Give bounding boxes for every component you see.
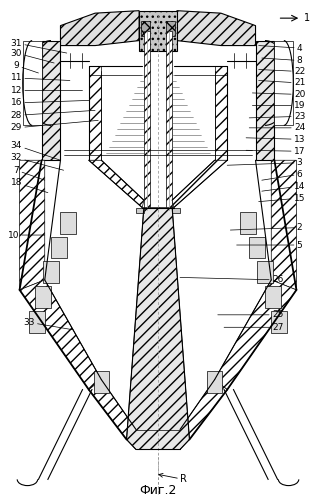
Text: 25: 25 xyxy=(218,310,283,320)
Polygon shape xyxy=(240,212,256,234)
Polygon shape xyxy=(166,30,172,210)
Text: 16: 16 xyxy=(11,98,89,108)
Polygon shape xyxy=(256,40,274,160)
Text: 31: 31 xyxy=(11,38,67,53)
Polygon shape xyxy=(274,40,293,125)
Text: 12: 12 xyxy=(11,86,82,95)
Polygon shape xyxy=(166,20,175,36)
Polygon shape xyxy=(126,208,190,450)
Text: 3: 3 xyxy=(227,158,302,167)
Polygon shape xyxy=(271,160,296,290)
Polygon shape xyxy=(172,208,180,212)
Text: 23: 23 xyxy=(249,112,305,121)
Text: 8: 8 xyxy=(262,56,302,65)
Text: 17: 17 xyxy=(246,147,305,156)
Text: 29: 29 xyxy=(11,120,98,132)
Text: 11: 11 xyxy=(11,74,70,82)
Polygon shape xyxy=(60,10,139,45)
Polygon shape xyxy=(42,40,60,160)
Polygon shape xyxy=(271,312,287,334)
Polygon shape xyxy=(51,236,67,258)
Polygon shape xyxy=(89,66,101,160)
Text: 30: 30 xyxy=(11,48,54,63)
Polygon shape xyxy=(139,10,177,50)
Polygon shape xyxy=(60,212,76,234)
Text: 13: 13 xyxy=(246,135,305,144)
Polygon shape xyxy=(89,160,144,208)
Polygon shape xyxy=(172,160,227,208)
Text: 28: 28 xyxy=(11,110,95,120)
Text: 20: 20 xyxy=(252,90,305,99)
Text: 14: 14 xyxy=(262,182,305,191)
Polygon shape xyxy=(136,208,144,212)
Polygon shape xyxy=(207,371,222,393)
Polygon shape xyxy=(215,66,227,160)
Polygon shape xyxy=(35,286,51,308)
Polygon shape xyxy=(89,380,136,440)
Text: 4: 4 xyxy=(259,44,302,52)
Text: 6: 6 xyxy=(262,170,302,180)
Text: 32: 32 xyxy=(11,154,64,170)
Text: 7: 7 xyxy=(14,166,45,180)
Text: 26: 26 xyxy=(180,276,283,284)
Text: 10: 10 xyxy=(8,230,45,239)
Polygon shape xyxy=(177,10,256,45)
Text: 9: 9 xyxy=(14,61,39,73)
Polygon shape xyxy=(141,20,150,36)
Polygon shape xyxy=(94,371,109,393)
Text: R: R xyxy=(159,474,187,484)
Text: 1: 1 xyxy=(304,13,310,23)
Text: 21: 21 xyxy=(259,78,305,88)
Text: 24: 24 xyxy=(249,124,305,132)
Text: 22: 22 xyxy=(259,67,305,76)
Text: Фиг.2: Фиг.2 xyxy=(139,484,177,498)
Text: 2: 2 xyxy=(230,223,302,232)
Polygon shape xyxy=(43,262,59,283)
Text: 33: 33 xyxy=(23,318,73,330)
Polygon shape xyxy=(29,312,45,334)
Polygon shape xyxy=(265,286,281,308)
Text: 27: 27 xyxy=(224,323,283,332)
Text: 34: 34 xyxy=(11,141,60,160)
Polygon shape xyxy=(23,40,42,125)
Text: 19: 19 xyxy=(252,101,305,110)
Polygon shape xyxy=(20,280,101,390)
Polygon shape xyxy=(20,160,45,290)
Polygon shape xyxy=(215,280,296,390)
Text: 15: 15 xyxy=(259,194,305,202)
Polygon shape xyxy=(180,380,227,440)
Text: 5: 5 xyxy=(237,240,302,250)
Polygon shape xyxy=(257,262,273,283)
Polygon shape xyxy=(249,236,265,258)
Polygon shape xyxy=(144,30,150,210)
Text: 18: 18 xyxy=(11,178,48,192)
